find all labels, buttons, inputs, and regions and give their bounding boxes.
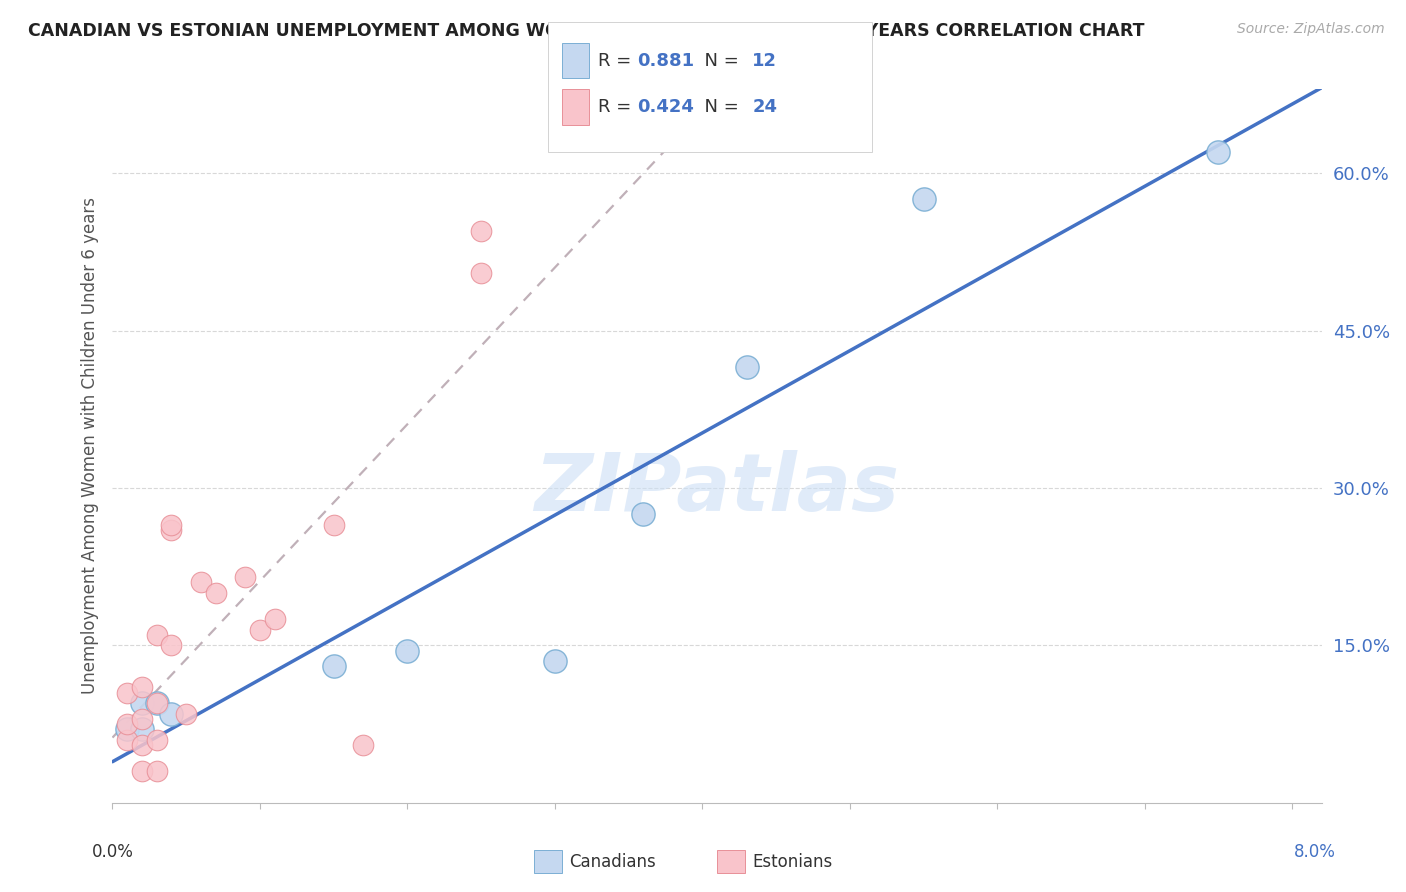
Text: R =: R = xyxy=(598,98,637,116)
Point xyxy=(131,738,153,752)
Point xyxy=(115,717,138,731)
Point xyxy=(145,696,167,710)
Point xyxy=(174,706,197,721)
Point xyxy=(233,570,256,584)
Text: 0.881: 0.881 xyxy=(637,52,695,70)
Text: 24: 24 xyxy=(752,98,778,116)
Point xyxy=(633,507,655,521)
Point xyxy=(735,360,758,375)
Text: N =: N = xyxy=(693,52,745,70)
Point xyxy=(131,723,153,737)
Point xyxy=(115,685,138,699)
Text: Canadians: Canadians xyxy=(569,853,657,871)
Text: N =: N = xyxy=(693,98,745,116)
Point xyxy=(544,654,567,668)
Point xyxy=(352,738,374,752)
Text: 0.424: 0.424 xyxy=(637,98,693,116)
Point xyxy=(131,681,153,695)
Point xyxy=(263,612,285,626)
Text: Source: ZipAtlas.com: Source: ZipAtlas.com xyxy=(1237,22,1385,37)
Point xyxy=(131,764,153,779)
Point xyxy=(396,643,419,657)
Y-axis label: Unemployment Among Women with Children Under 6 years: Unemployment Among Women with Children U… xyxy=(80,197,98,695)
Text: ZIPatlas: ZIPatlas xyxy=(534,450,900,528)
Point xyxy=(204,586,226,600)
Point xyxy=(160,517,183,532)
Point xyxy=(145,764,167,779)
Point xyxy=(115,732,138,747)
Point xyxy=(131,712,153,726)
Point xyxy=(115,723,138,737)
Point xyxy=(1208,145,1230,160)
Point xyxy=(322,517,344,532)
Point xyxy=(145,628,167,642)
Point xyxy=(160,706,183,721)
Point xyxy=(322,659,344,673)
Text: Estonians: Estonians xyxy=(752,853,832,871)
Point xyxy=(145,732,167,747)
Point xyxy=(160,639,183,653)
Point xyxy=(470,266,492,280)
Point xyxy=(145,696,167,710)
Point xyxy=(190,575,212,590)
Text: 0.0%: 0.0% xyxy=(91,843,134,861)
Point xyxy=(131,696,153,710)
Text: 12: 12 xyxy=(752,52,778,70)
Point xyxy=(912,193,935,207)
Point xyxy=(160,523,183,537)
Text: CANADIAN VS ESTONIAN UNEMPLOYMENT AMONG WOMEN WITH CHILDREN UNDER 6 YEARS CORREL: CANADIAN VS ESTONIAN UNEMPLOYMENT AMONG … xyxy=(28,22,1144,40)
Point xyxy=(249,623,271,637)
Text: R =: R = xyxy=(598,52,637,70)
Text: 8.0%: 8.0% xyxy=(1294,843,1336,861)
Point xyxy=(470,224,492,238)
